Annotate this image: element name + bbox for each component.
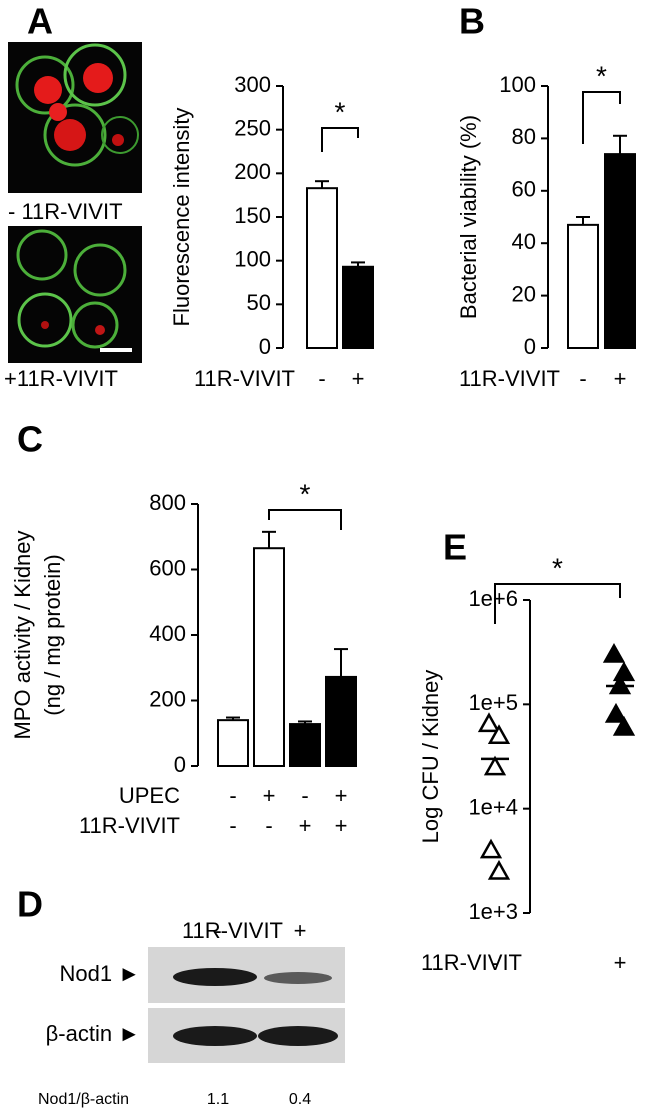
image-label: +11R-VIVIT	[4, 366, 118, 391]
y-tick-label: 100	[499, 72, 536, 97]
bar	[289, 723, 321, 768]
x-axis-label: 11R-VIVIT	[459, 366, 560, 391]
y-tick-label: 20	[512, 281, 536, 306]
y-tick-label: 0	[259, 334, 271, 359]
data-point	[612, 661, 636, 682]
lane-label: -	[214, 918, 221, 943]
row-label: UPEC	[119, 783, 180, 808]
blot-treatment: 11R-VIVIT	[182, 918, 283, 943]
y-tick-label: 40	[512, 229, 536, 254]
x-tick-label: +	[352, 366, 365, 391]
x-tick-label: -	[579, 366, 586, 391]
y-axis-label: (ng / mg protein)	[40, 554, 65, 715]
y-axis-label: MPO activity / Kidney	[10, 530, 35, 739]
y-tick-label: 250	[234, 115, 271, 140]
y-tick-label: 1e+6	[468, 586, 518, 611]
y-tick-label: 50	[247, 290, 271, 315]
bar	[342, 265, 374, 349]
row-sign: -	[229, 813, 236, 838]
x-tick-label: -	[491, 950, 498, 975]
ratio-label: Nod1/β-actin	[38, 1091, 129, 1108]
significance-bracket	[582, 91, 621, 144]
y-tick-label: 100	[234, 246, 271, 271]
row-sign: +	[335, 783, 348, 808]
bar	[217, 719, 249, 768]
panel-label: A	[27, 1, 53, 42]
bar	[604, 153, 636, 349]
bar	[567, 223, 599, 349]
image-label: - 11R-VIVIT	[8, 199, 123, 224]
row-sign: +	[263, 783, 276, 808]
significance-bracket	[494, 583, 621, 624]
panel-label: C	[17, 419, 43, 460]
y-tick-label: 1e+4	[468, 794, 518, 819]
y-tick-label: 1e+5	[468, 690, 518, 715]
blot-images	[148, 947, 345, 1063]
y-axis-label: Bacterial viability (%)	[456, 115, 481, 319]
significance-bracket	[321, 127, 359, 152]
bar	[253, 547, 285, 768]
data-point	[602, 643, 626, 663]
ratio-value: 0.4	[289, 1091, 311, 1108]
x-tick-label: +	[614, 366, 627, 391]
data-point	[487, 859, 511, 880]
micrographs	[8, 42, 142, 363]
data-point	[487, 724, 511, 744]
bar	[325, 675, 357, 767]
y-tick-label: 0	[174, 752, 186, 777]
y-axis-label: Log CFU / Kidney	[418, 670, 443, 844]
x-axis-label: 11R-VIVIT	[421, 950, 522, 975]
row-sign: -	[301, 783, 308, 808]
row-sign: -	[229, 783, 236, 808]
significance-star: *	[335, 96, 346, 127]
bar	[306, 187, 338, 349]
row-sign: -	[265, 813, 272, 838]
significance-star: *	[596, 60, 607, 91]
lane-label: +	[294, 918, 307, 943]
significance-star: *	[552, 552, 563, 583]
band-label: Nod1 ►	[60, 961, 140, 986]
ratio-value: 1.1	[207, 1091, 229, 1108]
y-tick-label: 800	[149, 490, 186, 515]
band-label: β-actin ►	[46, 1021, 140, 1046]
panel-label: D	[17, 884, 43, 925]
data-point	[612, 715, 636, 736]
panel-label: E	[443, 527, 467, 568]
y-axis-label: Fluorescence intensity	[169, 108, 194, 327]
y-tick-label: 600	[149, 555, 186, 580]
y-tick-label: 0	[524, 334, 536, 359]
significance-bracket	[268, 509, 342, 530]
data-point	[477, 712, 501, 733]
panel-label: B	[459, 1, 485, 42]
y-tick-label: 400	[149, 621, 186, 646]
data-point	[483, 755, 507, 776]
data-point	[479, 838, 503, 859]
y-tick-label: 300	[234, 72, 271, 97]
row-sign: +	[299, 813, 312, 838]
y-tick-label: 200	[234, 159, 271, 184]
y-tick-label: 80	[512, 124, 536, 149]
row-label: 11R-VIVIT	[79, 813, 180, 838]
y-tick-label: 60	[512, 177, 536, 202]
significance-star: *	[300, 478, 311, 509]
x-tick-label: +	[614, 950, 627, 975]
y-tick-label: 150	[234, 203, 271, 228]
x-tick-label: -	[318, 366, 325, 391]
x-axis-label: 11R-VIVIT	[194, 366, 295, 391]
data-point	[604, 702, 628, 723]
y-tick-label: 1e+3	[468, 899, 518, 924]
y-tick-label: 200	[149, 686, 186, 711]
row-sign: +	[335, 813, 348, 838]
